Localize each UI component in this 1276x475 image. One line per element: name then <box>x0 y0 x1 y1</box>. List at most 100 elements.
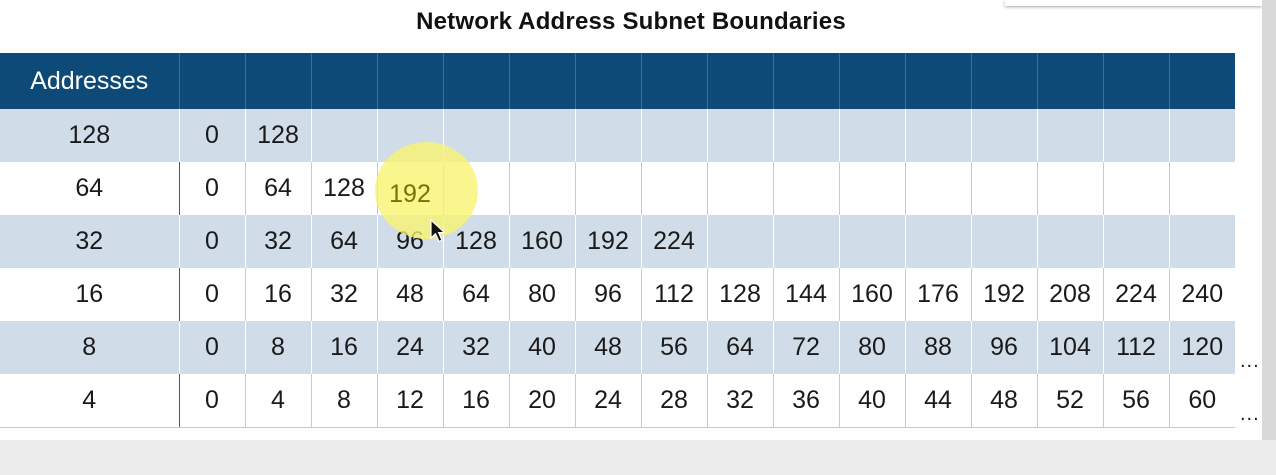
boundary-cell: 32 <box>310 268 377 321</box>
boundary-cell <box>1168 109 1235 162</box>
boundary-cell: 36 <box>772 374 839 428</box>
boundary-cell <box>1036 215 1103 268</box>
boundary-cell: 224 <box>1102 268 1169 321</box>
boundary-cell: 12 <box>376 374 443 428</box>
boundary-cell: 96 <box>376 215 443 268</box>
boundary-cell: 56 <box>1102 374 1169 428</box>
window-edge <box>1262 0 1276 440</box>
column-header <box>508 53 575 109</box>
boundary-cell <box>574 162 641 215</box>
boundary-cell <box>508 109 575 162</box>
boundary-cell: 16 <box>310 321 377 374</box>
boundary-cell <box>1168 162 1235 215</box>
boundary-cell: 96 <box>574 268 641 321</box>
row-size-label: 128 <box>0 109 179 162</box>
boundary-cell: 96 <box>970 321 1037 374</box>
boundary-cell <box>508 162 575 215</box>
boundary-cell: 0 <box>178 268 245 321</box>
column-header <box>376 53 443 109</box>
boundary-cell <box>574 109 641 162</box>
boundary-cell: 192 <box>574 215 641 268</box>
row-size-label: 4 <box>0 374 179 428</box>
boundary-cell: 160 <box>508 215 575 268</box>
boundary-cell <box>640 162 707 215</box>
boundary-cell: 80 <box>508 268 575 321</box>
boundary-cell <box>970 215 1037 268</box>
boundary-cell: 40 <box>508 321 575 374</box>
boundary-cell: 28 <box>640 374 707 428</box>
column-header <box>574 53 641 109</box>
boundary-cell <box>1102 162 1169 215</box>
boundary-cell <box>706 162 773 215</box>
column-header <box>1168 53 1235 109</box>
boundary-cell: 64 <box>706 321 773 374</box>
boundary-cell: 44 <box>904 374 971 428</box>
boundary-cell: 64 <box>310 215 377 268</box>
boundary-cell <box>1102 215 1169 268</box>
boundary-cell <box>904 109 971 162</box>
boundary-cell: 128 <box>310 162 377 215</box>
boundary-cell: 160 <box>838 268 905 321</box>
boundary-cell: 64 <box>244 162 311 215</box>
boundary-cell <box>442 162 509 215</box>
boundary-cell: 208 <box>1036 268 1103 321</box>
row-size-label: 64 <box>0 162 179 215</box>
boundary-cell: 20 <box>508 374 575 428</box>
boundary-cell: 72 <box>772 321 839 374</box>
boundary-cell: 24 <box>376 321 443 374</box>
row-size-label: 16 <box>0 268 179 321</box>
boundary-cell <box>838 215 905 268</box>
boundary-cell <box>1168 215 1235 268</box>
boundary-cell: 0 <box>178 374 245 428</box>
boundary-cell: 120 <box>1168 321 1235 374</box>
boundary-cell <box>640 109 707 162</box>
boundary-cell <box>376 109 443 162</box>
boundary-cell: 104 <box>1036 321 1103 374</box>
boundary-cell <box>970 109 1037 162</box>
boundary-cell: 64 <box>442 268 509 321</box>
column-header <box>706 53 773 109</box>
boundary-cell: 60 <box>1168 374 1235 428</box>
boundary-cell: 80 <box>838 321 905 374</box>
boundary-cell: 32 <box>244 215 311 268</box>
table-header-row: Addresses <box>0 53 1235 109</box>
row-continuation-marker: ... <box>1240 350 1260 372</box>
boundary-cell <box>1036 109 1103 162</box>
table-row: 8 0 8 16 24 32 40 48 56 64 72 80 88 96 104 112 120 <box>0 321 1235 374</box>
column-header <box>442 53 509 109</box>
boundary-cell: 128 <box>706 268 773 321</box>
boundary-cell <box>838 162 905 215</box>
column-header <box>178 53 245 109</box>
boundary-cell: 176 <box>904 268 971 321</box>
boundary-cell: 24 <box>574 374 641 428</box>
column-header <box>1102 53 1169 109</box>
overlay-panel-edge <box>1005 0 1262 6</box>
subnet-boundaries-table: Addresses 128012864064128192320326496128… <box>0 53 1235 428</box>
boundary-cell <box>970 162 1037 215</box>
boundary-cell <box>442 109 509 162</box>
boundary-cell <box>904 162 971 215</box>
column-header <box>772 53 839 109</box>
boundary-cell: 8 <box>310 374 377 428</box>
boundary-cell: 48 <box>376 268 443 321</box>
column-header <box>904 53 971 109</box>
boundary-cell <box>838 109 905 162</box>
boundary-cell: 128 <box>442 215 509 268</box>
boundary-cell: 8 <box>244 321 311 374</box>
boundary-cell: 16 <box>442 374 509 428</box>
boundary-cell: 48 <box>574 321 641 374</box>
boundary-cell: 56 <box>640 321 707 374</box>
column-header <box>244 53 311 109</box>
boundary-cell: 0 <box>178 162 245 215</box>
boundary-cell: 40 <box>838 374 905 428</box>
slide-title: Network Address Subnet Boundaries <box>416 8 846 35</box>
boundary-cell <box>310 109 377 162</box>
boundary-cell: 240 <box>1168 268 1235 321</box>
boundary-cell: 112 <box>640 268 707 321</box>
boundary-cell: 0 <box>178 109 245 162</box>
boundary-cell <box>772 215 839 268</box>
boundary-cell: 48 <box>970 374 1037 428</box>
boundary-cell: 32 <box>706 374 773 428</box>
column-header <box>1036 53 1103 109</box>
boundary-cell: 112 <box>1102 321 1169 374</box>
